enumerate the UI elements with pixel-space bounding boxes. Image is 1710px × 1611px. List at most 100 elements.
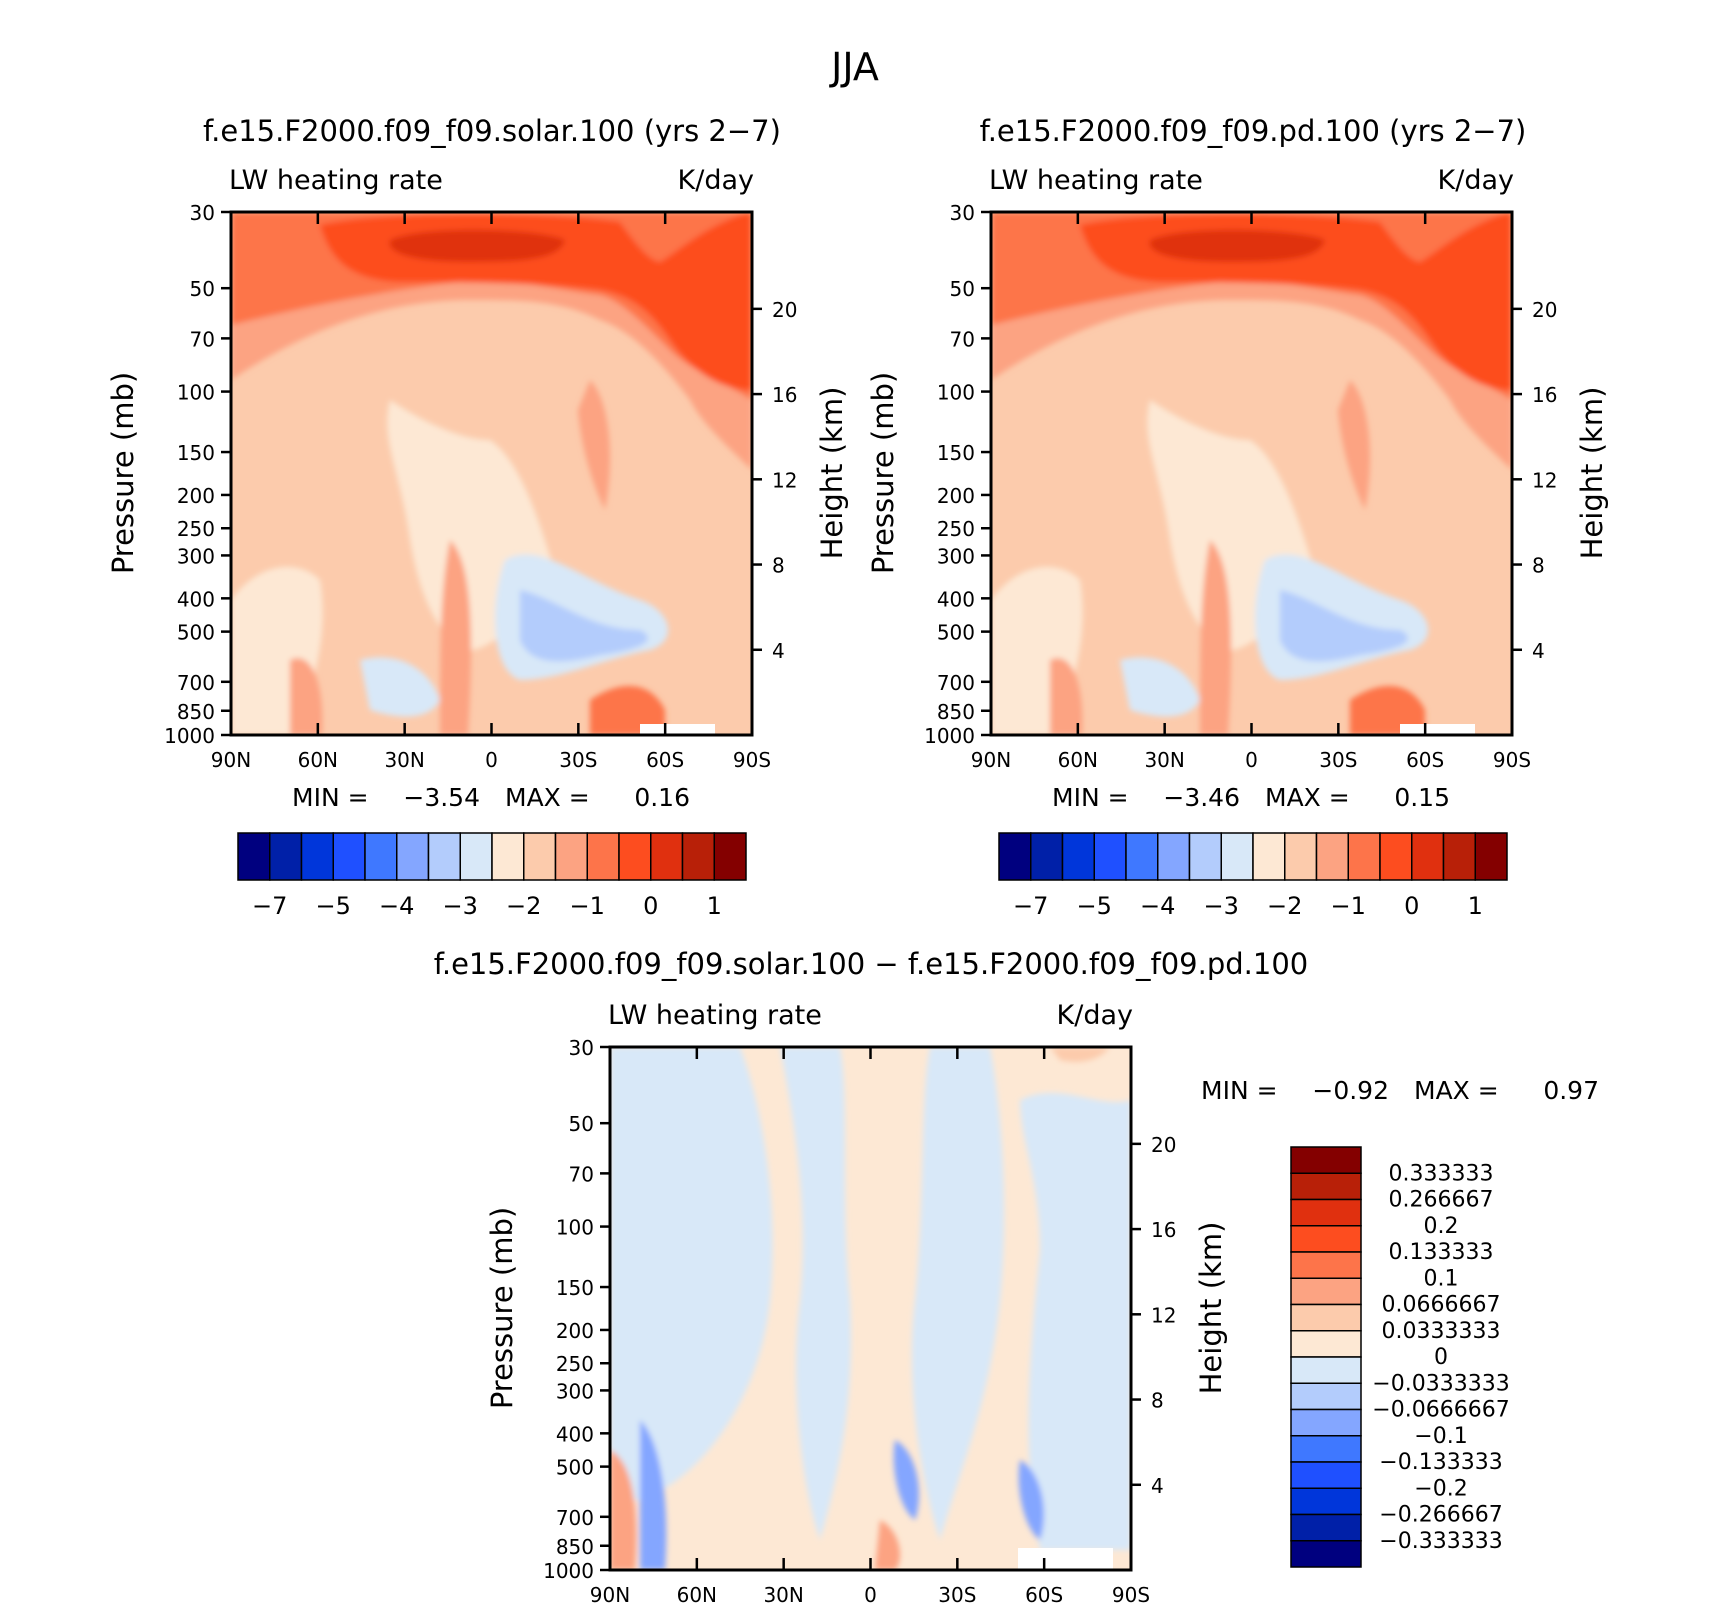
colorbar-cell [1290, 1198, 1362, 1227]
colorbar-cell [618, 832, 652, 881]
x-tick-label: 90N [971, 748, 1011, 772]
panel-difference: f.e15.F2000.f09_f09.solar.100 − f.e15.F2… [434, 947, 1599, 1607]
y-tick-label: 1000 [164, 724, 215, 748]
y2-tick-label: 20 [1151, 1133, 1176, 1157]
colorbar-cell [237, 832, 271, 881]
colorbar-cell [1290, 1172, 1362, 1201]
colorbar-cell [1290, 1513, 1362, 1542]
colorbar-cell [1290, 1540, 1362, 1568]
y2-axis-label: Height (km) [1194, 1222, 1228, 1395]
colorbar-label: −0.0666667 [1372, 1398, 1509, 1423]
min-label: MIN = [1052, 783, 1129, 812]
colorbar-cell [1290, 1225, 1362, 1253]
variable-label: LW heating rate [608, 1000, 822, 1031]
colorbar-cell [586, 832, 620, 881]
y2-tick-label: 12 [1151, 1303, 1176, 1327]
y-tick-label: 300 [556, 1379, 594, 1403]
colorbar-cell [1290, 1303, 1362, 1332]
y-tick-label: 200 [556, 1319, 594, 1343]
colorbar-cell [681, 832, 715, 881]
contour-positive-north [610, 1450, 637, 1570]
y-tick-label: 100 [556, 1216, 594, 1240]
units-label: K/day [678, 165, 754, 196]
x-tick-label: 30S [1319, 748, 1357, 772]
y-tick-label: 400 [937, 587, 975, 611]
colorbar-cell [1290, 1330, 1362, 1358]
colorbar-cell [332, 832, 366, 881]
contour-warm-band-lower [440, 540, 471, 735]
contour-field [991, 212, 1512, 735]
y2-tick-label: 4 [772, 639, 785, 663]
y-tick-label: 300 [937, 544, 975, 568]
colorbar-label: 0.0666667 [1382, 1293, 1501, 1318]
contour-cold-north [1120, 657, 1200, 717]
x-tick-label: 0 [485, 748, 498, 772]
colorbar-label: −5 [1077, 892, 1112, 920]
y-tick-label: 1000 [924, 724, 975, 748]
contour-negative-polar [1020, 1092, 1131, 1550]
y2-tick-label: 20 [772, 298, 797, 322]
contour-colder [520, 590, 648, 662]
colorbar-cell [1290, 1251, 1362, 1279]
x-tick-label: 0 [1245, 748, 1258, 772]
y-tick-label: 1000 [543, 1559, 594, 1583]
contour-warm-patch-sw [590, 686, 665, 735]
y-tick-label: 250 [556, 1352, 594, 1376]
colorbar-cell [1290, 1356, 1362, 1384]
colorbar-cell [1290, 1461, 1362, 1489]
contour-warm-band-lower [1200, 540, 1231, 735]
y-tick-label: 200 [177, 484, 215, 508]
min-value: −3.46 [1163, 783, 1240, 812]
panel-solar: f.e15.F2000.f09_f09.solar.100 (yrs 2−7) … [106, 114, 849, 920]
colorbar-label: −0.2 [1414, 1476, 1467, 1501]
units-label: K/day [1438, 165, 1514, 196]
x-tick-label: 90N [590, 1583, 630, 1607]
y-tick-label: 30 [569, 1036, 594, 1060]
x-tick-label: 30N [384, 748, 424, 772]
x-tick-label: 0 [864, 1583, 877, 1607]
contour-core [389, 229, 565, 262]
colorbar-cell [554, 832, 588, 881]
y-tick-label: 700 [556, 1506, 594, 1530]
colorbar-cell [1290, 1382, 1362, 1411]
contour-field [231, 212, 752, 735]
colorbar-label: −7 [1013, 892, 1048, 920]
x-tick-label: 30N [1144, 748, 1184, 772]
colorbar-cell [1290, 1408, 1362, 1437]
y-tick-label: 100 [177, 381, 215, 405]
colorbar-cell [1284, 832, 1318, 881]
colorbar-label: −1 [1331, 892, 1366, 920]
colorbar-cell [1061, 832, 1095, 881]
colorbar-label: −3 [1204, 892, 1239, 920]
max-value: 0.97 [1543, 1076, 1599, 1105]
y-tick-label: 700 [937, 671, 975, 695]
missing-data [640, 724, 715, 735]
y-tick-label: 50 [569, 1112, 594, 1136]
y-tick-label: 250 [177, 517, 215, 541]
panel-title: f.e15.F2000.f09_f09.pd.100 (yrs 2−7) [980, 114, 1527, 148]
contour-negative-north-lower [640, 1420, 667, 1570]
colorbar-cell [459, 832, 493, 881]
colorbar-cell [1188, 832, 1222, 881]
colorbar-label: −4 [379, 892, 414, 920]
units-label: K/day [1057, 1000, 1133, 1031]
colorbar-cell [269, 832, 303, 881]
page-title: JJA [829, 45, 879, 89]
x-tick-label: 90S [1112, 1583, 1150, 1607]
colorbar-cell [364, 832, 398, 881]
x-tick-label: 60S [1406, 748, 1444, 772]
colorbar-cell [713, 832, 747, 881]
colorbar-label: 0 [1434, 1345, 1448, 1370]
variable-label: LW heating rate [229, 165, 443, 196]
colorbar-cell [650, 832, 684, 881]
y2-tick-label: 16 [1532, 383, 1557, 407]
y2-tick-label: 12 [772, 468, 797, 492]
colorbar-cell [1220, 832, 1254, 881]
colorbar-cell [396, 832, 430, 881]
y-tick-label: 70 [190, 327, 215, 351]
colorbar-label: 1 [1468, 892, 1483, 920]
y-tick-label: 850 [177, 700, 215, 724]
variable-label: LW heating rate [989, 165, 1203, 196]
contour-core [1149, 229, 1325, 262]
